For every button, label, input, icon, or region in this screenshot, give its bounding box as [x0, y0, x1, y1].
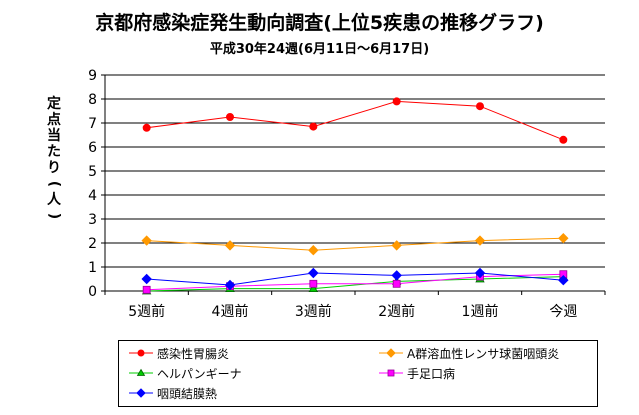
- legend: 感染性胃腸炎 A群溶血性レンサ球菌咽頭炎ヘルパンギーナ 手足口病咽頭結膜熱: [118, 340, 598, 407]
- data-point: [142, 123, 151, 132]
- data-point: [224, 240, 236, 251]
- x-tick-label: 4週前: [212, 303, 249, 320]
- data-point: [474, 235, 486, 246]
- y-tick-label: 6: [88, 140, 97, 156]
- legend-item: 感染性胃腸炎: [129, 345, 229, 361]
- data-point: [308, 283, 319, 293]
- series-line: [146, 272, 564, 286]
- x-tick-label: 1週前: [462, 303, 499, 320]
- data-point: [558, 274, 569, 286]
- legend-item: A群溶血性レンサ球菌咽頭炎: [379, 345, 559, 361]
- y-tick-label: 5: [88, 164, 97, 180]
- chart-subtitle: 平成30年24週(6月11日～6月17日): [209, 42, 430, 57]
- data-point: [309, 122, 318, 131]
- legend-item: 手足口病: [379, 365, 455, 381]
- chart-title: 京都府感染症発生動向調査(上位5疾患の推移グラフ): [95, 12, 544, 34]
- legend-label: 感染性胃腸炎: [157, 346, 230, 361]
- y-tick-label: 7: [88, 116, 97, 132]
- data-point: [392, 97, 401, 106]
- x-tick-label: 今週: [549, 304, 577, 320]
- data-point: [558, 232, 569, 244]
- data-point: [559, 135, 568, 144]
- data-point: [308, 244, 319, 256]
- legend-swatch: [379, 348, 403, 358]
- data-point: [224, 279, 236, 291]
- y-tick-label: 4: [88, 188, 97, 204]
- legend-swatch: [129, 388, 153, 398]
- legend-marker: [387, 369, 395, 377]
- legend-marker: [386, 348, 396, 358]
- legend-marker: [136, 368, 146, 376]
- data-point: [391, 270, 402, 281]
- legend-marker: [136, 388, 146, 398]
- y-tick-label: 8: [88, 92, 97, 108]
- y-axis-label: 定点当たり(人): [46, 96, 62, 220]
- x-tick-label: 5週前: [128, 303, 165, 320]
- y-tick-label: 9: [88, 68, 97, 84]
- legend-swatch: [379, 369, 403, 377]
- data-point: [141, 273, 152, 285]
- y-tick-label: 1: [88, 260, 97, 276]
- y-tick-label: 2: [88, 236, 97, 252]
- legend-marker: [137, 349, 145, 357]
- legend-label: 咽頭結膜熱: [157, 386, 218, 401]
- legend-swatch: [129, 349, 153, 357]
- legend-label: 手足口病: [407, 366, 456, 381]
- x-tick-label: 3週前: [295, 303, 332, 320]
- legend-item: ヘルパンギーナ: [129, 365, 242, 381]
- legend-swatch: [129, 368, 153, 376]
- y-tick-label: 0: [88, 284, 97, 300]
- data-point: [226, 113, 234, 121]
- data-point: [391, 240, 402, 251]
- legend-item: 咽頭結膜熱: [129, 385, 217, 401]
- series-line: [146, 273, 564, 291]
- legend-label: ヘルパンギーナ: [157, 366, 242, 381]
- data-point: [476, 102, 484, 111]
- data-point: [474, 267, 486, 279]
- chart-plot: 0 1 2 3 4 5 6 7 8 9 5週前 4週前 3週前 2週前 1週前 今週: [88, 68, 606, 320]
- y-tick-label: 3: [88, 212, 97, 228]
- x-tick-label: 2週前: [378, 303, 415, 320]
- series-line: [146, 276, 564, 292]
- data-point: [308, 267, 319, 279]
- data-point: [141, 235, 152, 246]
- legend-label: A群溶血性レンサ球菌咽頭炎: [407, 346, 560, 361]
- series-line: [146, 100, 564, 141]
- data-point: [392, 279, 401, 288]
- series-line: [146, 237, 564, 251]
- data-point: [142, 285, 151, 294]
- data-point: [309, 279, 318, 288]
